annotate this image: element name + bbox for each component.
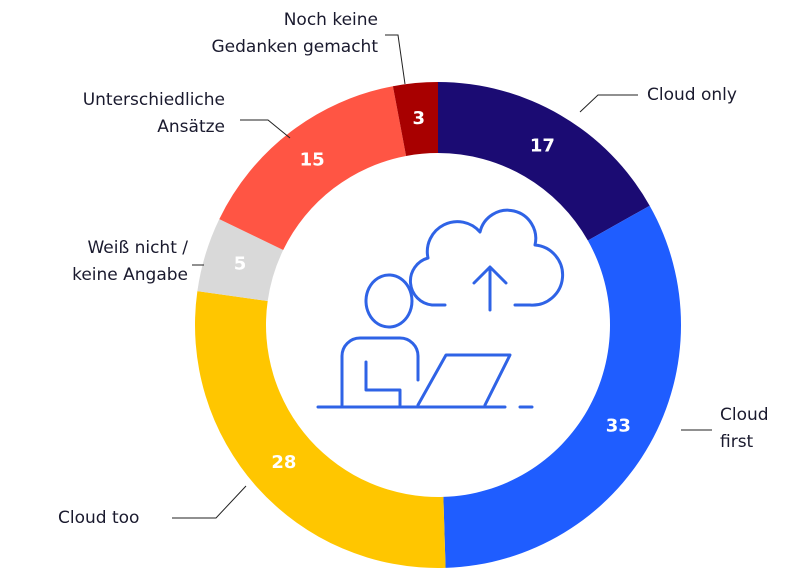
center-icon (316, 208, 565, 409)
label-line: Noch keine (284, 10, 378, 30)
label-line: keine Angabe (72, 265, 188, 285)
label-line: first (720, 432, 754, 452)
value-label: 15 (300, 150, 325, 171)
label-line: Unterschiedliche (83, 90, 225, 110)
category-label: Unterschiedliche Ansätze (83, 90, 225, 137)
value-label: 28 (271, 452, 296, 473)
value-label: 17 (530, 135, 555, 156)
label-line: Gedanken gemacht (211, 37, 378, 57)
value-label: 3 (412, 108, 425, 129)
label-line: Cloud too (58, 508, 139, 528)
category-label: Weiß nicht / keine Angabe (72, 238, 188, 285)
donut-segment (194, 291, 446, 568)
label-line: Cloud only (647, 85, 737, 105)
value-label: 33 (606, 416, 631, 437)
category-label: Cloud only (647, 85, 737, 105)
label-line: Ansätze (157, 117, 225, 137)
category-label: Cloud first (720, 405, 769, 452)
label-line: Weiß nicht / (87, 238, 188, 258)
label-line: Cloud (720, 405, 769, 425)
leader-line (240, 119, 291, 139)
donut-segment (443, 205, 681, 568)
donut-segment (197, 219, 284, 302)
donut-segment (219, 86, 407, 251)
donut-segment (438, 82, 650, 241)
donut-segment (392, 82, 438, 156)
category-label: Cloud too (58, 508, 139, 528)
leader-line (579, 94, 638, 113)
category-label: Noch keine Gedanken gemacht (211, 10, 378, 57)
leader-line (385, 34, 406, 85)
value-label: 5 (234, 254, 247, 275)
leader-line (172, 485, 247, 519)
